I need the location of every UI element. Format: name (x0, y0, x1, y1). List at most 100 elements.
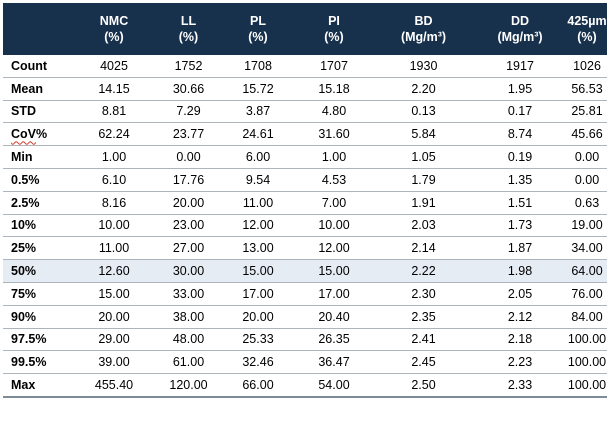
table-row: Count 4025 1752 1708 1707 1930 1917 1026 (3, 55, 607, 78)
table-cell: 2.41 (374, 328, 473, 352)
table-cell: 66.00 (222, 373, 294, 398)
table-cell: 7.29 (155, 100, 222, 124)
header-title: DD (510, 14, 530, 28)
row-label: 90% (3, 305, 73, 329)
table-row: Max 455.40 120.00 66.00 54.00 2.50 2.33 100.00 (3, 373, 607, 398)
table-cell: 26.35 (294, 328, 374, 352)
table-cell: 2.20 (374, 77, 473, 101)
table-cell: 2.33 (473, 373, 567, 398)
table-cell: 0.13 (374, 100, 473, 124)
table-cell: 1.79 (374, 168, 473, 192)
row-label: Min (3, 145, 73, 169)
table-cell: 30.66 (155, 77, 222, 101)
table-cell: 1.87 (473, 236, 567, 261)
table-cell: 34.00 (567, 236, 607, 261)
table-cell: 100.00 (567, 373, 607, 398)
table-cell: 12.00 (222, 214, 294, 238)
table-row: 50% 12.60 30.00 15.00 15.00 2.22 1.98 64.00 (3, 259, 607, 283)
table-cell: 2.05 (473, 282, 567, 306)
table-cell: 1930 (374, 55, 473, 78)
table-cell: 25.33 (222, 328, 294, 352)
table-cell: 19.00 (567, 214, 607, 238)
table-row: STD 8.81 7.29 3.87 4.80 0.13 0.17 25.81 (3, 100, 607, 124)
header-cell: NMC (%) (73, 3, 155, 55)
row-label-spellcheck: CoV (11, 127, 36, 142)
table-cell: 1708 (222, 55, 294, 78)
table-cell: 29.00 (73, 328, 155, 352)
header-cell: DD (Mg/m³) (473, 3, 567, 55)
table-row: 97.5% 29.00 48.00 25.33 26.35 2.41 2.18 100.00 (3, 328, 607, 352)
table-cell: 61.00 (155, 350, 222, 375)
header-cell-blank (3, 3, 73, 55)
header-row: NMC (%) LL (%) PL (%) PI (%) BD (Mg/m³) DD (Mg/m³) 4… (3, 3, 607, 55)
table-cell: 15.18 (294, 77, 374, 101)
table-cell: 1026 (567, 55, 607, 78)
table-cell: 64.00 (567, 259, 607, 283)
table-cell: 0.00 (567, 145, 607, 169)
row-label: 99.5% (3, 350, 73, 375)
table-cell: 56.53 (567, 77, 607, 101)
table-cell: 39.00 (73, 350, 155, 375)
table-cell: 1.35 (473, 168, 567, 192)
row-label: 2.5% (3, 191, 73, 215)
table-row: CoV% 62.24 23.77 24.61 31.60 5.84 8.74 45.66 (3, 122, 607, 147)
table-cell: 0.63 (567, 191, 607, 215)
header-unit: (%) (324, 30, 344, 44)
row-label: 75% (3, 282, 73, 306)
header-unit: (%) (104, 30, 124, 44)
table-cell: 20.40 (294, 305, 374, 329)
header-cell: LL (%) (155, 3, 222, 55)
table-cell: 0.19 (473, 145, 567, 169)
statistics-table: NMC (%) LL (%) PL (%) PI (%) BD (Mg/m³) DD (Mg/m³) 4… (3, 3, 607, 398)
row-label: Mean (3, 77, 73, 101)
table-header: NMC (%) LL (%) PL (%) PI (%) BD (Mg/m³) DD (Mg/m³) 4… (3, 3, 607, 55)
table-cell: 455.40 (73, 373, 155, 398)
statistics-table-container: NMC (%) LL (%) PL (%) PI (%) BD (Mg/m³) DD (Mg/m³) 4… (3, 3, 607, 398)
table-cell: 2.35 (374, 305, 473, 329)
table-cell: 13.00 (222, 236, 294, 261)
table-cell: 45.66 (567, 122, 607, 147)
row-label: 97.5% (3, 328, 73, 352)
table-cell: 1.51 (473, 191, 567, 215)
table-cell: 2.22 (374, 259, 473, 283)
row-label: 10% (3, 214, 73, 238)
table-cell: 9.54 (222, 168, 294, 192)
table-cell: 100.00 (567, 350, 607, 375)
table-cell: 7.00 (294, 191, 374, 215)
table-cell: 1917 (473, 55, 567, 78)
table-cell: 100.00 (567, 328, 607, 352)
table-cell: 27.00 (155, 236, 222, 261)
table-cell: 23.00 (155, 214, 222, 238)
header-title: 425µm (567, 14, 607, 28)
table-cell: 84.00 (567, 305, 607, 329)
table-cell: 2.14 (374, 236, 473, 261)
table-cell: 1.05 (374, 145, 473, 169)
table-cell: 1.95 (473, 77, 567, 101)
table-cell: 2.18 (473, 328, 567, 352)
table-cell: 2.45 (374, 350, 473, 375)
header-title: BD (414, 14, 433, 28)
table-cell: 54.00 (294, 373, 374, 398)
table-cell: 14.15 (73, 77, 155, 101)
table-row: 90% 20.00 38.00 20.00 20.40 2.35 2.12 84.00 (3, 305, 607, 329)
table-cell: 1752 (155, 55, 222, 78)
table-cell: 12.60 (73, 259, 155, 283)
table-cell: 4025 (73, 55, 155, 78)
table-row: 0.5% 6.10 17.76 9.54 4.53 1.79 1.35 0.00 (3, 168, 607, 192)
table-row: 25% 11.00 27.00 13.00 12.00 2.14 1.87 34.00 (3, 236, 607, 261)
table-cell: 6.00 (222, 145, 294, 169)
table-cell: 0.17 (473, 100, 567, 124)
row-label: Max (3, 373, 73, 398)
header-title: PI (328, 14, 340, 28)
table-cell: 1707 (294, 55, 374, 78)
table-cell: 12.00 (294, 236, 374, 261)
table-cell: 10.00 (294, 214, 374, 238)
table-cell: 20.00 (73, 305, 155, 329)
header-unit: (%) (178, 30, 199, 44)
row-label: 0.5% (3, 168, 73, 192)
table-cell: 23.77 (155, 122, 222, 147)
table-row: 10% 10.00 23.00 12.00 10.00 2.03 1.73 19.00 (3, 214, 607, 238)
table-cell: 10.00 (73, 214, 155, 238)
row-label: Count (3, 55, 73, 78)
table-cell: 4.80 (294, 100, 374, 124)
